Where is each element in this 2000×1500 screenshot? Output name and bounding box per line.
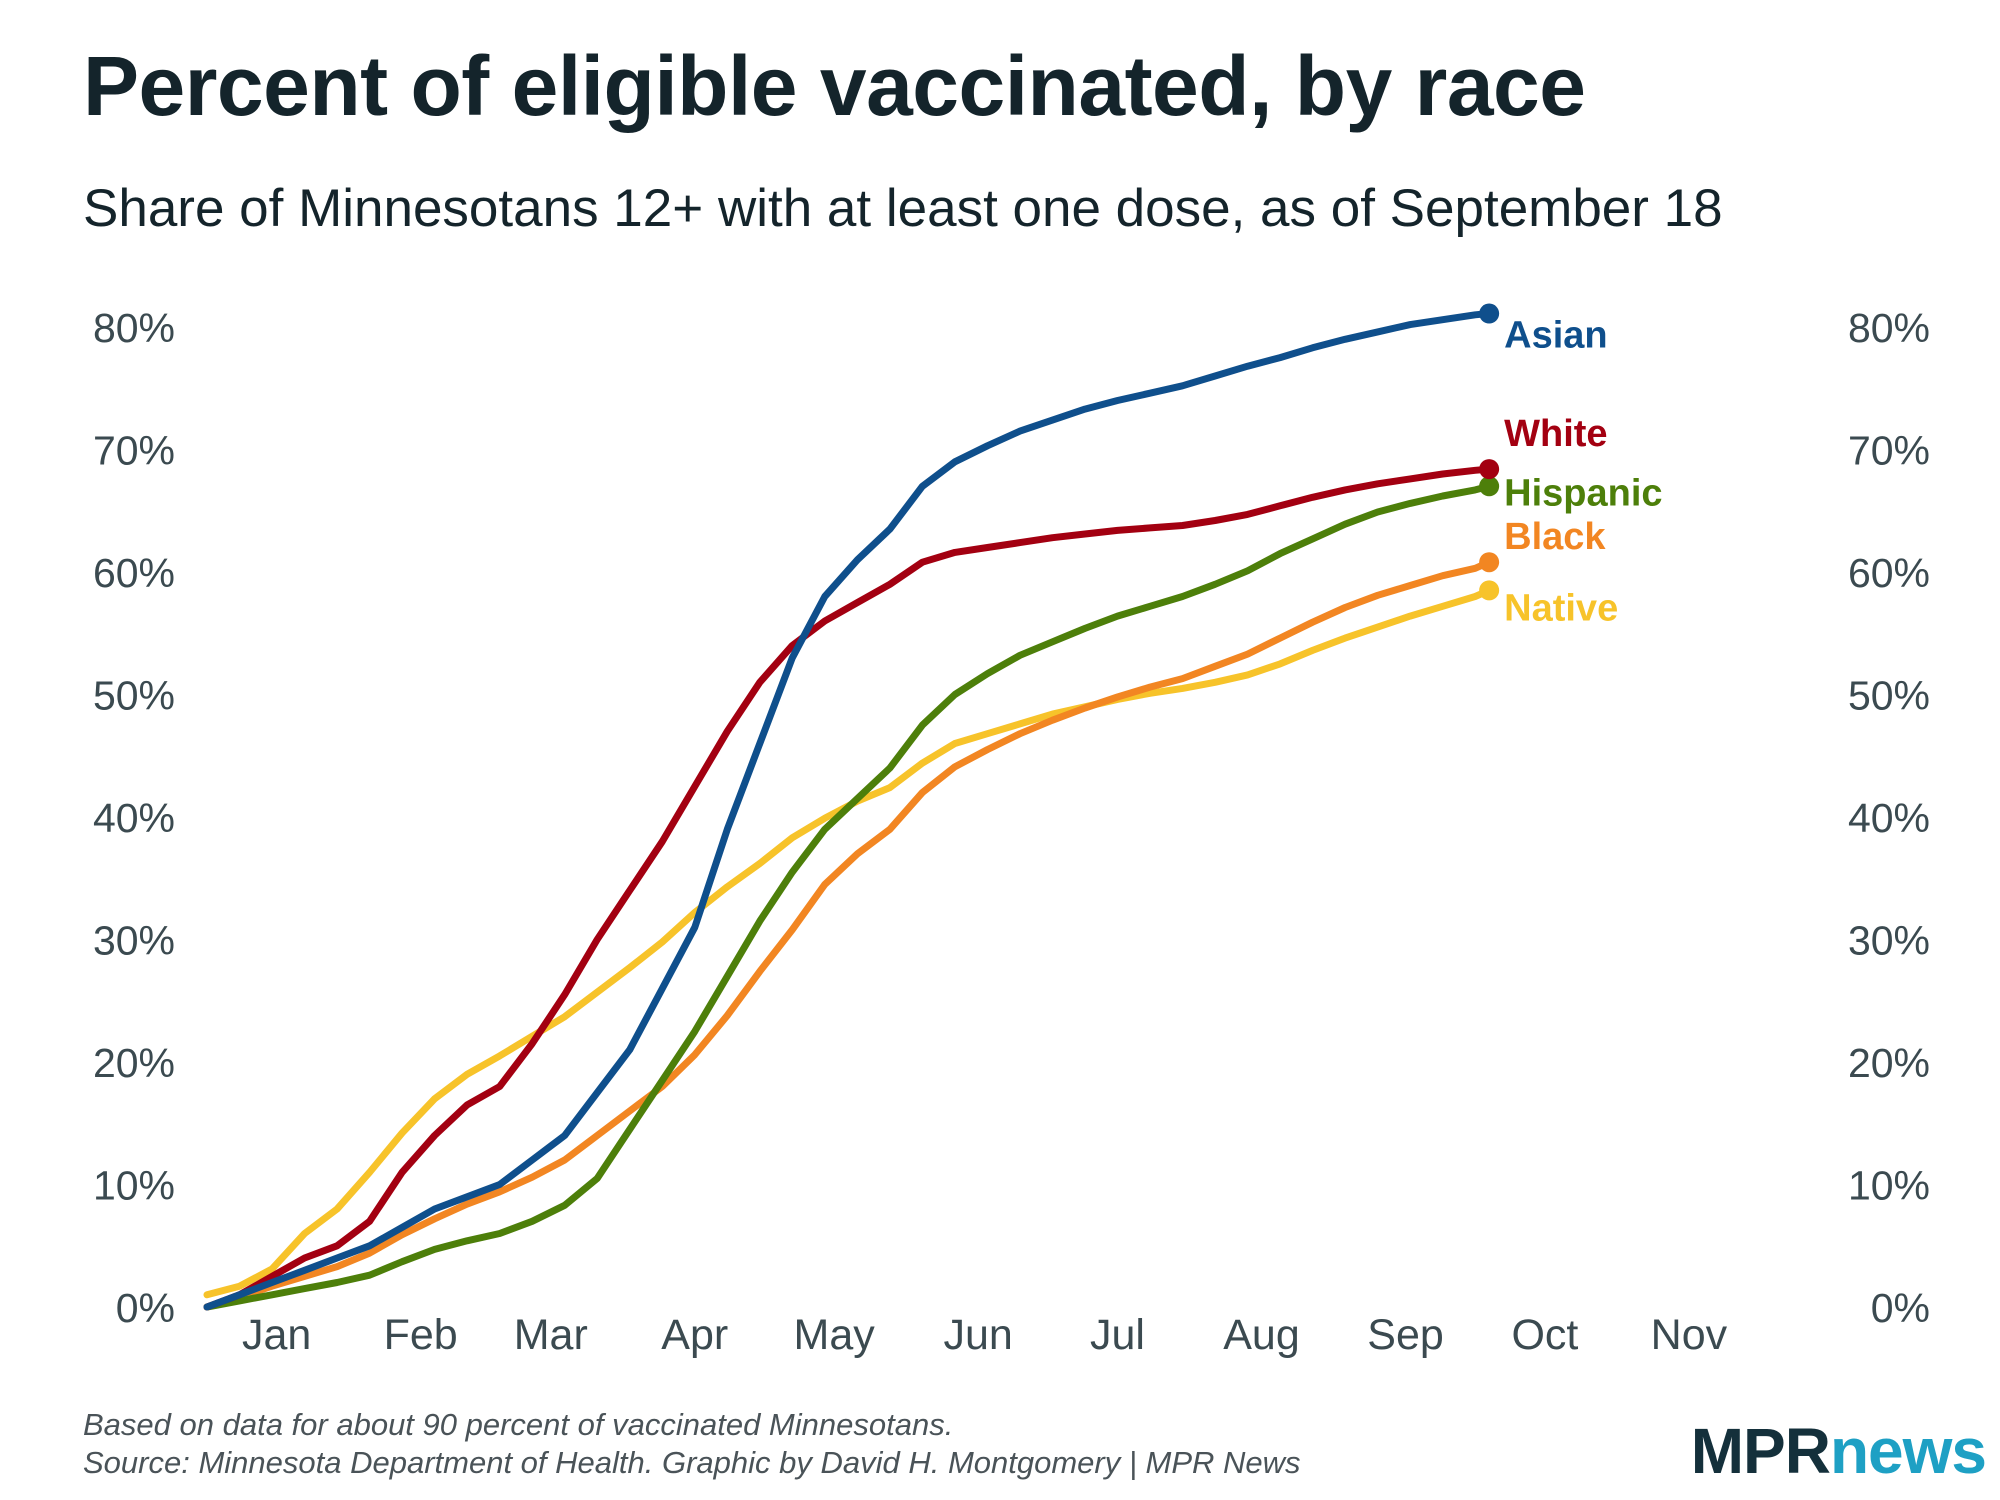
y-axis-right: 0% 10% 20% 30% 40% 50% 60% 70% 80% <box>1848 305 1930 1331</box>
series-line-white <box>203 465 1493 1311</box>
series-line-black <box>203 558 1493 1311</box>
series-label-asian: Asian <box>1504 315 1607 357</box>
series-endpoints <box>1479 303 1500 601</box>
x-tick-label-oct: Oct <box>1511 1311 1578 1359</box>
y-tick-label-left-20-: 20% <box>93 1040 175 1086</box>
series-endpoint-hispanic <box>1479 476 1500 497</box>
series-endpoint-white <box>1479 459 1500 480</box>
series-label-native: Native <box>1504 587 1618 629</box>
logo-news-text: news <box>1829 1415 1987 1487</box>
series-label-white: White <box>1504 413 1607 455</box>
y-tick-label-left-0-: 0% <box>116 1285 175 1331</box>
y-tick-label-left-50-: 50% <box>93 673 175 719</box>
chart-subtitle: Share of Minnesotans 12+ with at least o… <box>83 179 1723 238</box>
x-tick-label-may: May <box>794 1311 876 1359</box>
x-axis: Jan Feb Mar Apr May Jun Jul Aug Sep Oct Nov <box>242 1311 1728 1359</box>
x-tick-label-aug: Aug <box>1223 1311 1300 1359</box>
series-endpoint-black <box>1479 552 1500 573</box>
series-label-hispanic: Hispanic <box>1504 472 1662 514</box>
y-tick-label-left-80-: 80% <box>93 305 175 351</box>
series-line-hispanic <box>203 482 1493 1311</box>
series-endpoint-asian <box>1479 303 1500 324</box>
series-endpoint-native <box>1479 580 1500 601</box>
y-tick-label-right-10-: 10% <box>1848 1163 1930 1209</box>
x-tick-label-mar: Mar <box>514 1311 588 1359</box>
y-tick-label-right-40-: 40% <box>1848 795 1930 841</box>
chart-title: Percent of eligible vaccinated, by race <box>83 39 1586 133</box>
y-tick-label-left-10-: 10% <box>93 1163 175 1209</box>
x-tick-label-sep: Sep <box>1367 1311 1444 1359</box>
y-tick-label-left-40-: 40% <box>93 795 175 841</box>
series-line-native <box>203 586 1493 1299</box>
series-label-black: Black <box>1504 516 1606 558</box>
y-tick-label-right-80-: 80% <box>1848 305 1930 351</box>
series-lines <box>203 310 1493 1311</box>
y-tick-label-left-30-: 30% <box>93 918 175 964</box>
logo-mpr-text: MPR <box>1690 1415 1831 1487</box>
y-tick-label-left-70-: 70% <box>93 428 175 474</box>
y-tick-label-left-60-: 60% <box>93 550 175 596</box>
footnote-source: Source: Minnesota Department of Health. … <box>83 1445 1301 1480</box>
line-chart: 0% 10% 20% 30% 40% 50% 60% 70% 80% 0% 10% 20% 30% 40… <box>93 303 1930 1359</box>
series-line-asian <box>203 310 1493 1311</box>
y-tick-label-right-70-: 70% <box>1848 428 1930 474</box>
y-tick-label-right-30-: 30% <box>1848 918 1930 964</box>
y-axis-left: 0% 10% 20% 30% 40% 50% 60% 70% 80% <box>93 305 175 1331</box>
mpr-news-logo[interactable]: MPRnews <box>1690 1414 1987 1488</box>
x-tick-label-feb: Feb <box>384 1311 458 1359</box>
y-tick-label-right-20-: 20% <box>1848 1040 1930 1086</box>
y-tick-label-right-60-: 60% <box>1848 550 1930 596</box>
y-tick-label-right-0-: 0% <box>1871 1285 1930 1331</box>
x-tick-label-nov: Nov <box>1651 1311 1728 1359</box>
x-tick-label-jan: Jan <box>242 1311 311 1359</box>
x-tick-label-apr: Apr <box>661 1311 728 1359</box>
x-tick-label-jun: Jun <box>943 1311 1012 1359</box>
x-tick-label-jul: Jul <box>1090 1311 1145 1359</box>
footnote-data-note: Based on data for about 90 percent of va… <box>83 1407 954 1442</box>
y-tick-label-right-50-: 50% <box>1848 673 1930 719</box>
